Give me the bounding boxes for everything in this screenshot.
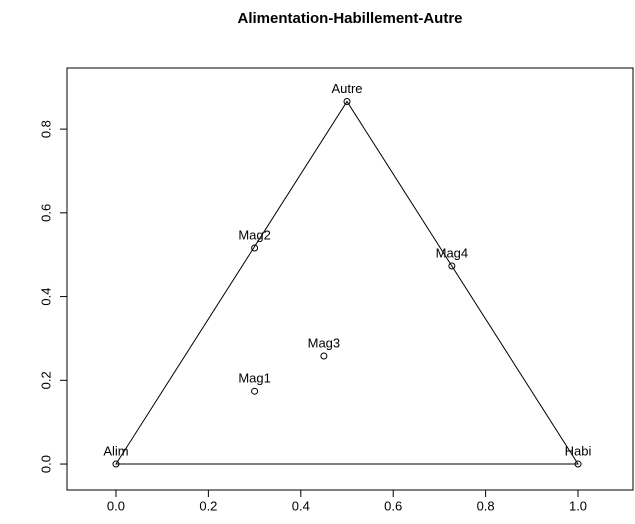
point-label: Mag2 bbox=[238, 227, 271, 242]
point bbox=[574, 460, 582, 468]
point bbox=[343, 97, 351, 105]
point-label: Mag1 bbox=[238, 371, 271, 386]
x-tick-label: 0.6 bbox=[384, 498, 402, 513]
point bbox=[320, 352, 328, 360]
y-tick-label: 0.2 bbox=[38, 371, 53, 389]
point-label: Alim bbox=[103, 443, 128, 458]
chart-title: Alimentation-Habillement-Autre bbox=[237, 10, 462, 27]
y-tick-label: 0.0 bbox=[38, 455, 53, 473]
point-label: Autre bbox=[331, 81, 362, 96]
y-tick-label: 0.6 bbox=[38, 204, 53, 222]
y-tick-label: 0.4 bbox=[38, 288, 53, 306]
point bbox=[251, 387, 259, 395]
x-tick-label: 1.0 bbox=[569, 498, 587, 513]
point bbox=[251, 244, 259, 252]
x-tick-label: 0.8 bbox=[477, 498, 495, 513]
plot-frame bbox=[66, 67, 634, 491]
triangle bbox=[115, 100, 579, 465]
x-tick-label: 0.0 bbox=[107, 498, 125, 513]
point bbox=[448, 262, 456, 270]
x-tick-label: 0.2 bbox=[199, 498, 217, 513]
point-label: Mag4 bbox=[436, 245, 469, 260]
y-tick-label: 0.8 bbox=[38, 120, 53, 138]
x-tick-label: 0.4 bbox=[292, 498, 310, 513]
point-label: Mag3 bbox=[308, 335, 341, 350]
point bbox=[112, 460, 120, 468]
point-label: Habi bbox=[565, 443, 592, 458]
